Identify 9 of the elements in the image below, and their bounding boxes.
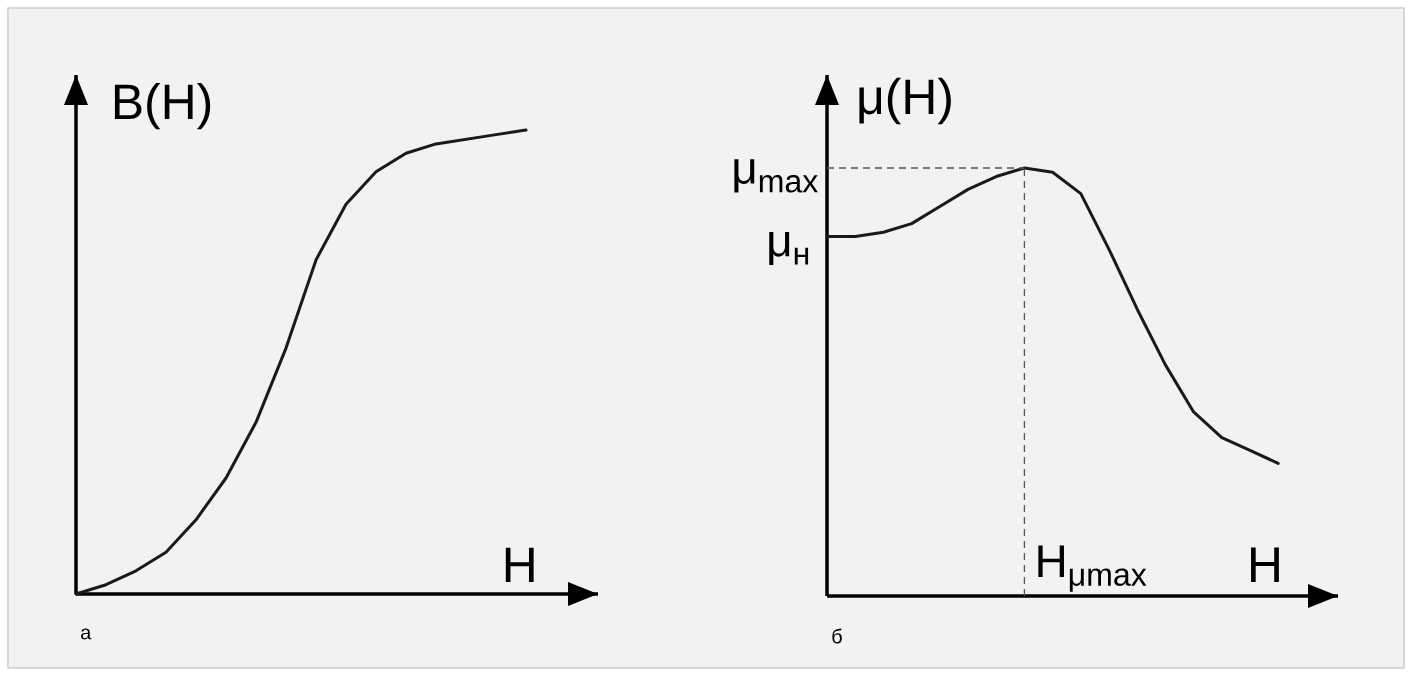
text: μ$_{н}$ (769, 231, 809, 265)
x-axis-title: H (1251, 547, 1279, 582)
x-axis-title: H (505, 547, 534, 583)
annotation: H$_{μmax}$ (1038, 545, 1147, 592)
text: а (81, 628, 92, 640)
y-axis-title: B(H) (114, 82, 211, 130)
y-axis-title: μ(H) (859, 77, 951, 125)
ref-line-label: μ$_{max}$ (734, 159, 818, 193)
text: б (832, 628, 842, 644)
